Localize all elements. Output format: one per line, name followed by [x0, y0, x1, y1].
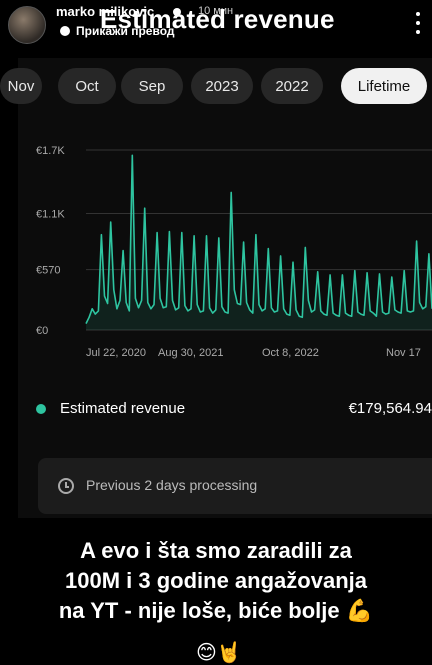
- tab-sep[interactable]: Sep: [121, 68, 183, 104]
- series-color-dot: [36, 404, 46, 414]
- total-revenue-value: €179,564.94: [348, 400, 432, 417]
- avatar[interactable]: [8, 6, 46, 44]
- tab-oct[interactable]: Oct: [58, 68, 116, 104]
- page-title: Estimated revenue: [100, 4, 335, 34]
- revenue-chart: €1.7K €1.1K €570 €0 Jul 22, 2020 Aug 30, 2021…: [36, 145, 432, 359]
- story-caption: A evo i šta smo zaradili za 100M i 3 god…: [0, 536, 432, 626]
- x-tick-label: Nov 17: [386, 347, 421, 359]
- story-header: marko milikovic 10 мин Прикажи превод Es…: [0, 0, 432, 52]
- y-tick-label: €1.1K: [36, 209, 65, 221]
- processing-notice: Previous 2 days processing: [38, 458, 432, 514]
- y-tick-label: €0: [36, 325, 48, 337]
- processing-text: Previous 2 days processing: [86, 477, 258, 493]
- caption-line: na YT - nije loše, biće bolje 💪: [58, 598, 374, 623]
- tab-2023[interactable]: 2023: [191, 68, 253, 104]
- x-tick-label: Oct 8, 2022: [262, 347, 319, 359]
- translate-link[interactable]: Прикажи превод: [60, 24, 175, 38]
- y-tick-label: €570: [36, 265, 60, 277]
- more-options-icon[interactable]: [416, 12, 420, 34]
- analytics-panel: [18, 58, 432, 518]
- username[interactable]: marko milikovic: [56, 4, 155, 19]
- caption-emoji: 😊🤘: [196, 642, 242, 664]
- caption-line: 100M i 3 godine angažovanja: [65, 568, 367, 593]
- clock-icon: [58, 478, 74, 494]
- time-ago: 10 мин: [198, 5, 234, 17]
- y-tick-label: €1.7K: [36, 145, 65, 157]
- x-tick-label: Jul 22, 2020: [86, 347, 146, 359]
- verified-icon: [173, 8, 181, 16]
- caption-line: A evo i šta smo zaradili za: [80, 538, 352, 563]
- globe-icon: [60, 26, 70, 36]
- x-tick-label: Aug 30, 2021: [158, 347, 223, 359]
- period-tabs: Nov Oct Sep 2023 2022 Lifetime: [0, 68, 432, 108]
- tab-lifetime[interactable]: Lifetime: [341, 68, 427, 104]
- legend-row: Estimated revenue €179,564.94: [18, 398, 432, 422]
- legend-label: Estimated revenue: [60, 400, 186, 417]
- tab-nov[interactable]: Nov: [0, 68, 42, 104]
- series-line: [85, 154, 432, 324]
- translate-label: Прикажи превод: [76, 24, 175, 38]
- tab-2022[interactable]: 2022: [261, 68, 323, 104]
